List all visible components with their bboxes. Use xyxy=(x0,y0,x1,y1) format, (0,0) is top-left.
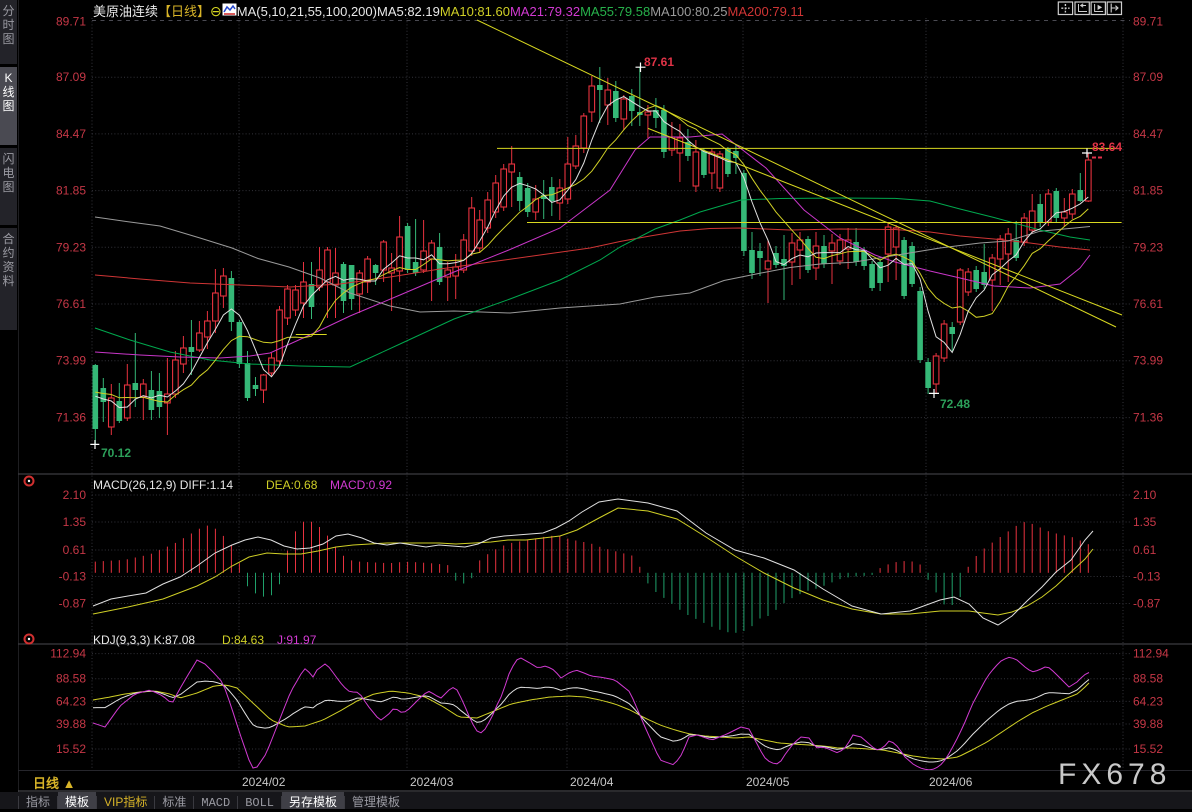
svg-text:79.23: 79.23 xyxy=(1133,240,1163,254)
svg-text:39.88: 39.88 xyxy=(1133,717,1163,731)
svg-text:DEA:0.68: DEA:0.68 xyxy=(266,478,318,492)
svg-text:71.36: 71.36 xyxy=(56,411,86,425)
svg-text:81.85: 81.85 xyxy=(56,184,86,198)
svg-text:73.99: 73.99 xyxy=(56,354,86,368)
svg-text:1.35: 1.35 xyxy=(63,515,87,529)
svg-text:84.47: 84.47 xyxy=(1133,127,1163,141)
svg-text:88.58: 88.58 xyxy=(56,672,86,686)
svg-text:15.52: 15.52 xyxy=(56,742,86,756)
svg-text:-0.87: -0.87 xyxy=(59,597,87,611)
svg-text:D:84.63: D:84.63 xyxy=(222,633,264,647)
svg-text:2024/06: 2024/06 xyxy=(929,775,973,789)
svg-text:87.61: 87.61 xyxy=(644,55,674,69)
svg-text:73.99: 73.99 xyxy=(1133,354,1163,368)
svg-text:-0.13: -0.13 xyxy=(1133,570,1161,584)
svg-text:76.61: 76.61 xyxy=(56,297,86,311)
svg-text:83.64: 83.64 xyxy=(1092,140,1122,154)
svg-text:39.88: 39.88 xyxy=(56,717,86,731)
svg-text:2024/04: 2024/04 xyxy=(570,775,614,789)
svg-text:87.09: 87.09 xyxy=(1133,70,1163,84)
svg-text:89.71: 89.71 xyxy=(56,15,86,29)
svg-text:64.23: 64.23 xyxy=(1133,694,1163,708)
svg-text:88.58: 88.58 xyxy=(1133,672,1163,686)
svg-text:2024/02: 2024/02 xyxy=(242,775,286,789)
svg-text:-0.87: -0.87 xyxy=(1133,597,1161,611)
svg-text:MACD:0.92: MACD:0.92 xyxy=(330,478,392,492)
svg-text:15.52: 15.52 xyxy=(1133,742,1163,756)
svg-text:79.23: 79.23 xyxy=(56,240,86,254)
svg-text:71.36: 71.36 xyxy=(1133,411,1163,425)
svg-text:J:91.97: J:91.97 xyxy=(277,633,317,647)
svg-text:72.48: 72.48 xyxy=(940,397,970,411)
svg-text:MACD(26,12,9) DIFF:1.14: MACD(26,12,9) DIFF:1.14 xyxy=(93,478,233,492)
svg-text:84.47: 84.47 xyxy=(56,127,86,141)
svg-text:2.10: 2.10 xyxy=(1133,488,1157,502)
svg-text:2024/03: 2024/03 xyxy=(410,775,454,789)
svg-text:-0.13: -0.13 xyxy=(59,570,87,584)
svg-text:KDJ(9,3,3) K:87.08: KDJ(9,3,3) K:87.08 xyxy=(93,633,195,647)
svg-text:89.71: 89.71 xyxy=(1133,15,1163,29)
svg-text:0.61: 0.61 xyxy=(1133,543,1157,557)
svg-text:2024/05: 2024/05 xyxy=(746,775,790,789)
svg-text:2.10: 2.10 xyxy=(63,488,87,502)
svg-text:1.35: 1.35 xyxy=(1133,515,1157,529)
svg-text:64.23: 64.23 xyxy=(56,694,86,708)
svg-text:76.61: 76.61 xyxy=(1133,297,1163,311)
svg-text:112.94: 112.94 xyxy=(1133,647,1169,661)
svg-text:87.09: 87.09 xyxy=(56,70,86,84)
svg-text:112.94: 112.94 xyxy=(50,647,86,661)
svg-text:70.12: 70.12 xyxy=(101,446,131,460)
svg-text:81.85: 81.85 xyxy=(1133,184,1163,198)
svg-text:0.61: 0.61 xyxy=(63,543,87,557)
